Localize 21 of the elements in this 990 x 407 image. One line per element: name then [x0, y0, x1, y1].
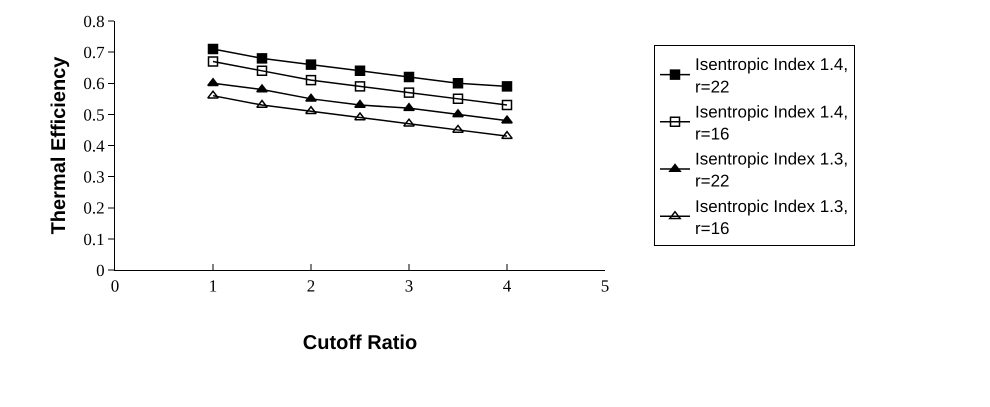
x-tick-label: 2 — [306, 276, 316, 296]
legend-label: Isentropic Index 1.3, r=16 — [695, 196, 848, 238]
x-axis-title: Cutoff Ratio — [302, 332, 418, 354]
y-axis-title: Thermal Efficiency — [48, 56, 70, 234]
y-tick-label: 0.5 — [83, 105, 105, 124]
y-tick-label: 0.4 — [83, 136, 106, 156]
y-tick-label: 0.8 — [83, 12, 105, 31]
x-tick-label: 0 — [110, 276, 120, 296]
x-tick-label: 3 — [404, 276, 414, 296]
legend-label: Isentropic Index 1.3, r=22 — [695, 150, 848, 191]
legend-label: Isentropic Index 1.4, r=22 — [695, 55, 848, 96]
x-tick-label: 4 — [502, 276, 512, 296]
x-tick-label: 5 — [600, 276, 610, 296]
y-tick-label: 0.7 — [83, 43, 106, 62]
y-tick-label: 0.3 — [83, 168, 105, 187]
y-tick-label: 0 — [96, 260, 105, 280]
x-tick-label: 1 — [208, 276, 218, 296]
y-tick-label: 0.2 — [83, 198, 105, 218]
y-tick-label: 0.6 — [83, 74, 105, 94]
legend-label: Isentropic Index 1.4, r=16 — [695, 102, 848, 144]
y-tick-label: 0.1 — [83, 230, 105, 249]
